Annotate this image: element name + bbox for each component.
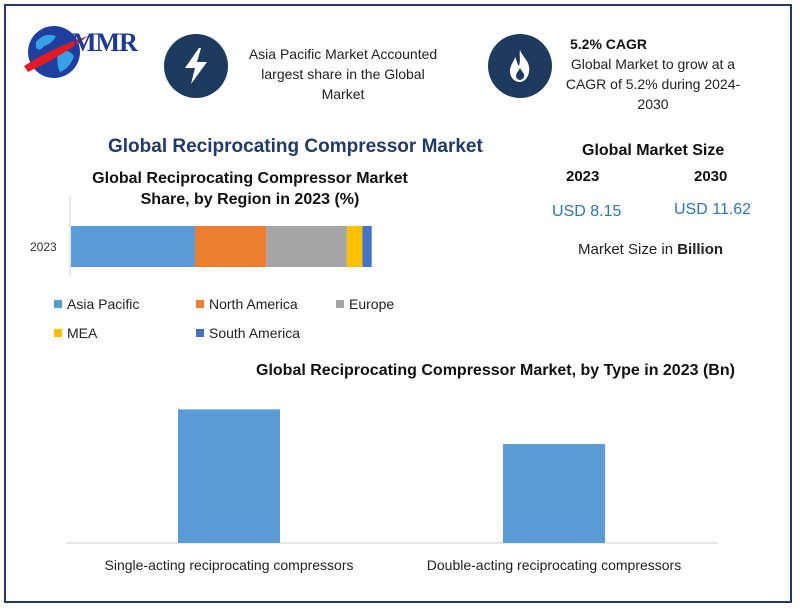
lightning-icon: [164, 34, 228, 98]
legend-swatch: [54, 329, 62, 337]
main-title: Global Reciprocating Compressor Market: [108, 136, 483, 157]
legend-asia-pacific: Asia Pacific: [54, 296, 139, 312]
logo-text: MMR: [72, 28, 138, 57]
region-bar-segment-mea: [346, 226, 363, 267]
globe-icon: [24, 26, 88, 78]
page-frame: [4, 4, 792, 603]
legend-swatch: [54, 300, 62, 308]
legend-swatch: [196, 329, 204, 337]
legend-label: North America: [209, 296, 298, 312]
market-size-year-2030: 2030: [694, 168, 728, 185]
type-category-label: Single-acting reciprocating compressors: [105, 557, 354, 573]
flame-icon: [488, 34, 552, 98]
type-bar: [178, 409, 280, 543]
legend-north-america: North America: [196, 296, 298, 312]
market-size-value-2023: USD 8.15: [552, 203, 622, 220]
market-size-unit: Market Size in Billion: [578, 241, 723, 258]
type-chart-title: Global Reciprocating Compressor Market, …: [256, 362, 735, 379]
legend-label: Asia Pacific: [67, 296, 140, 312]
region-category-label: 2023: [30, 240, 57, 254]
type-category-label: Double-acting reciprocating compressors: [427, 557, 681, 573]
legend-label: MEA: [67, 325, 98, 341]
legend-swatch: [196, 300, 204, 308]
legend-europe: Europe: [336, 296, 394, 312]
region-bar-segment-south-america: [362, 226, 372, 267]
region-bar-segment-europe: [266, 226, 347, 267]
mmr-logo: [22, 22, 152, 86]
region-chart-title: Global Reciprocating Compressor Market S…: [92, 170, 408, 208]
legend-label: Europe: [349, 296, 395, 312]
cagr-text: Global Market to grow at a CAGR of 5.2% …: [565, 56, 741, 112]
market-size-year-2023: 2023: [566, 168, 600, 185]
market-size-value-2030: USD 11.62: [674, 201, 752, 218]
market-size-title: Global Market Size: [582, 142, 725, 159]
legend-mea: MEA: [54, 325, 97, 341]
legend-south-america: South America: [196, 325, 300, 341]
type-bar: [503, 444, 605, 543]
region-bar-segment-asia-pacific: [71, 226, 195, 267]
market-size-unit-label: Billion: [677, 241, 724, 258]
market-size-unit-prefix: Market Size in: [578, 241, 674, 258]
region-bar-segment-north-america: [195, 226, 267, 267]
asia-pacific-highlight: Asia Pacific Market Accounted largest sh…: [248, 46, 438, 102]
legend-swatch: [336, 300, 344, 308]
legend-label: South America: [209, 325, 301, 341]
cagr-title: 5.2% CAGR: [570, 36, 648, 52]
